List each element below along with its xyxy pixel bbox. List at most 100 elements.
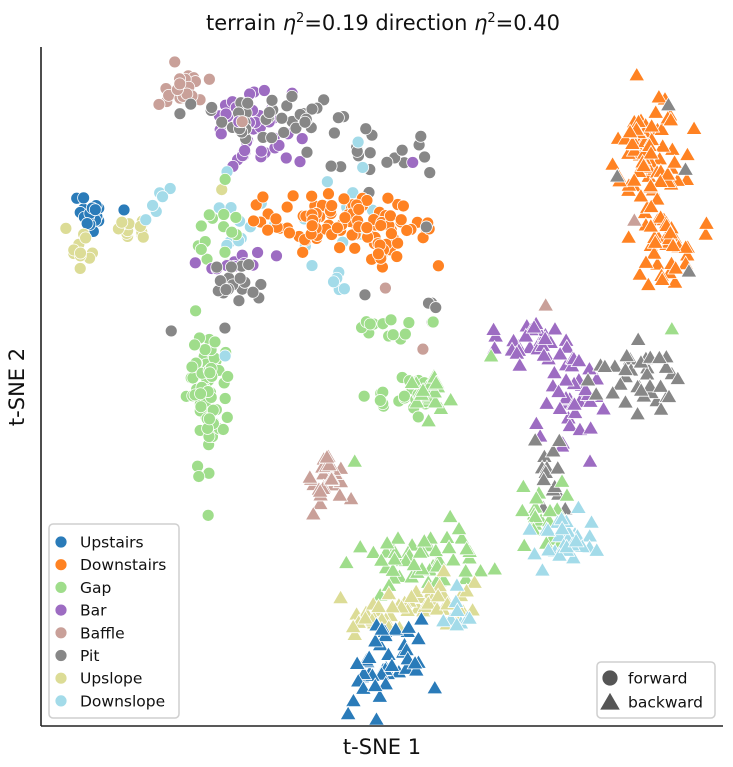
data-point-pit-forward	[380, 155, 394, 169]
data-point-gap-backward	[441, 508, 459, 523]
data-point-gap-backward	[513, 502, 531, 517]
data-point-bar-forward	[406, 156, 420, 169]
data-point-pit-forward	[363, 146, 377, 160]
data-point-pit-forward	[418, 150, 431, 164]
data-point-upstairs-backward	[406, 654, 424, 670]
data-point-gap-backward	[411, 543, 429, 559]
data-point-gap-backward	[364, 544, 382, 559]
data-point-baffle-backward	[311, 495, 329, 510]
data-point-bar-backward	[525, 318, 543, 334]
data-point-pit-forward	[164, 324, 178, 338]
data-point-gap-forward	[384, 313, 398, 327]
data-point-downslope-backward	[588, 541, 606, 557]
cluster-bar-backward	[527, 345, 613, 453]
data-point-downstairs-forward	[384, 227, 398, 241]
data-point-gap-forward	[217, 208, 231, 221]
data-point-gap-backward	[427, 542, 445, 557]
cluster-baffle-backward	[301, 448, 360, 521]
legend-marker-bar	[54, 603, 68, 617]
data-point-gap-forward	[194, 400, 208, 414]
data-point-gap-backward	[458, 540, 476, 556]
data-point-pit-backward	[611, 375, 629, 391]
legend-label-gap: Gap	[80, 579, 111, 597]
legend-label-baffle: Baffle	[80, 624, 125, 642]
data-point-gap-forward	[216, 423, 230, 436]
data-point-upslope-backward	[420, 579, 438, 594]
data-point-upstairs-forward	[88, 203, 102, 217]
data-point-bar-backward	[565, 395, 584, 411]
data-point-baffle-forward	[202, 72, 216, 86]
data-point-downstairs-forward	[400, 224, 414, 237]
legend-label-forward: forward	[628, 670, 687, 688]
data-point-bar-forward	[214, 127, 228, 141]
data-point-downstairs-forward	[391, 236, 405, 250]
x-axis-label: t-SNE 1	[343, 735, 421, 759]
data-point-pit-backward	[579, 371, 597, 387]
data-point-gap-forward	[218, 392, 232, 405]
data-point-pit-forward	[224, 260, 238, 274]
data-point-downslope-forward	[163, 182, 177, 195]
data-point-downstairs-forward	[305, 219, 319, 233]
data-point-gap-backward	[384, 561, 402, 577]
data-point-upstairs-backward	[379, 646, 398, 661]
cluster-pit-forward	[324, 122, 431, 199]
data-point-upslope-backward	[402, 588, 421, 603]
data-point-downslope-forward	[218, 349, 232, 363]
data-point-downstairs-backward	[666, 273, 684, 289]
data-point-gap-backward	[514, 478, 532, 493]
data-point-gap-forward	[203, 366, 217, 380]
data-point-downstairs-backward	[648, 190, 666, 206]
data-point-gap-forward	[221, 370, 235, 383]
data-point-downstairs-backward	[685, 120, 703, 135]
data-point-gap-backward	[346, 452, 364, 468]
data-point-pit-forward	[305, 102, 319, 116]
data-point-bar-backward	[594, 400, 613, 416]
cluster-downstairs-backward	[604, 66, 703, 227]
data-point-pit-forward	[395, 143, 409, 157]
data-point-bar-backward	[558, 338, 576, 354]
cluster-downstairs-backward	[620, 173, 716, 291]
data-point-downstairs-forward	[381, 191, 395, 205]
data-point-upslope-forward	[74, 246, 87, 260]
data-point-upstairs-backward	[371, 688, 389, 703]
data-point-pit-forward	[414, 129, 428, 143]
data-point-upstairs-backward	[366, 677, 384, 692]
data-point-baffle-forward	[168, 55, 182, 69]
data-point-downstairs-forward	[432, 259, 445, 273]
data-point-upstairs-backward	[360, 649, 378, 664]
data-point-downstairs-forward	[269, 212, 283, 226]
data-point-pit-forward	[219, 283, 233, 297]
data-point-downstairs-backward	[678, 146, 697, 161]
data-point-bar-backward	[545, 364, 563, 380]
data-point-pit-backward	[638, 365, 656, 381]
data-point-downstairs-forward	[384, 209, 397, 223]
data-point-upslope-forward	[73, 262, 87, 275]
data-point-bar-backward	[527, 415, 545, 430]
data-point-downslope-backward	[539, 541, 558, 557]
data-point-gap-forward	[220, 410, 234, 424]
data-point-bar-forward	[251, 246, 264, 259]
data-point-pit-forward	[265, 93, 279, 107]
data-point-gap-backward	[397, 552, 415, 567]
data-point-pit-forward	[218, 321, 232, 335]
data-point-gap-backward	[663, 320, 681, 336]
data-point-pit-forward	[419, 220, 433, 234]
data-point-downstairs-forward	[305, 189, 319, 203]
data-point-upstairs-backward	[348, 655, 366, 670]
data-point-downstairs-forward	[325, 199, 339, 212]
data-point-pit-forward	[429, 301, 443, 314]
data-point-upslope-backward	[346, 626, 364, 641]
data-point-bar-backward	[485, 321, 503, 336]
data-point-gap-backward	[526, 508, 544, 524]
data-point-gap-backward	[427, 374, 445, 390]
data-point-pit-forward	[184, 97, 198, 111]
data-point-downstairs-backward	[664, 237, 682, 252]
data-point-gap-forward	[189, 304, 203, 318]
data-point-pit-backward	[608, 167, 626, 183]
data-point-baffle-forward	[173, 77, 187, 91]
data-point-downslope-backward	[533, 561, 551, 577]
data-point-downstairs-forward	[360, 221, 374, 235]
data-point-gap-forward	[397, 389, 411, 403]
data-point-bar-backward	[551, 400, 569, 415]
